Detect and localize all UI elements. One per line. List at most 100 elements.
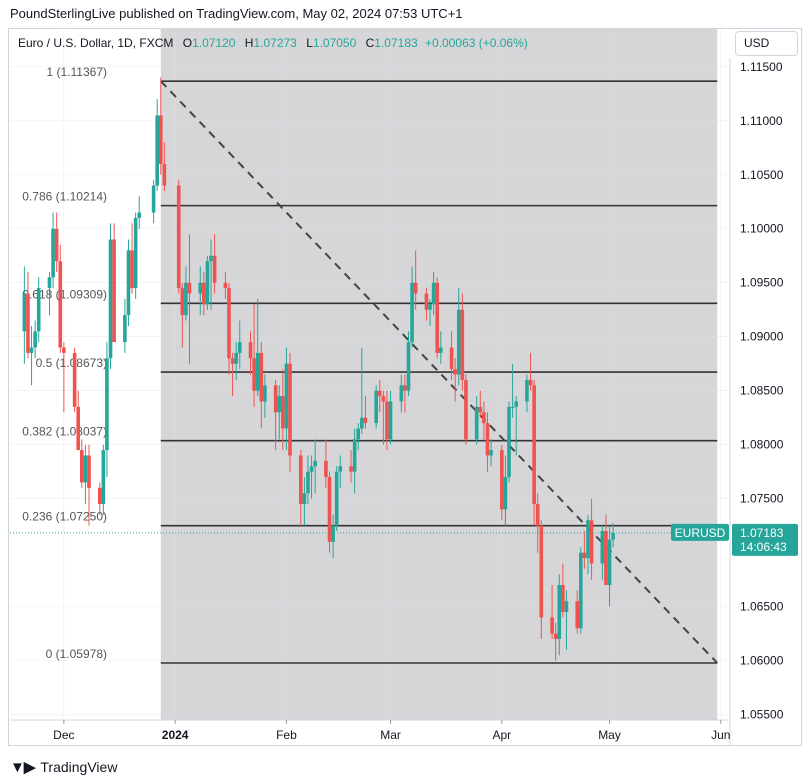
candle-body [507, 406, 511, 478]
symbol-legend: Euro / U.S. Dollar, 1D, FXCM O1.07120 H1… [18, 36, 528, 50]
price-tick-label: 1.08000 [740, 438, 784, 452]
time-tick-label: May [598, 728, 621, 742]
candle-body [281, 396, 285, 429]
candle-body [385, 401, 389, 440]
candle-body [205, 261, 210, 305]
candle-body [607, 539, 612, 586]
candle-body [309, 466, 314, 472]
candle-body [273, 385, 278, 413]
candle-body [431, 282, 436, 305]
candle-body [360, 417, 364, 429]
candle-body [561, 585, 565, 613]
candle-body [87, 455, 91, 488]
candle-body [453, 369, 457, 375]
candle-body [187, 282, 192, 294]
candle-body [62, 347, 66, 353]
chart-frame [8, 28, 802, 746]
candle-body [184, 282, 188, 316]
price-tick-label: 1.06500 [740, 600, 784, 614]
candle-body [237, 342, 242, 353]
candle-body [230, 358, 235, 364]
candle-body [478, 406, 483, 413]
candle-body [435, 282, 440, 353]
price-tick-label: 1.09000 [740, 330, 784, 344]
fib-level-label: 0.5 (1.08673) [36, 356, 107, 370]
candle-body [600, 531, 605, 564]
candle-body [162, 163, 167, 186]
price-tick-label: 1.10000 [740, 222, 784, 236]
candle-body [123, 315, 127, 343]
candle-body [381, 396, 386, 402]
candle-body [227, 288, 231, 359]
fib-level-label: 0.236 (1.07250) [22, 510, 107, 524]
candle-body [263, 385, 267, 402]
candle-body [101, 450, 106, 505]
price-tick-label: 1.11000 [740, 114, 783, 128]
candle-body [54, 228, 59, 262]
low-value: 1.07050 [312, 36, 357, 50]
candle-body [460, 309, 465, 380]
candle-body [428, 304, 432, 310]
candle-body [413, 282, 418, 294]
candle-body [133, 217, 138, 289]
close-label: C [365, 36, 375, 50]
candle-body [449, 347, 454, 370]
fib-shaded-region [160, 29, 718, 720]
candle-body [112, 239, 116, 343]
candle-body [223, 282, 228, 289]
candle-body [248, 342, 253, 359]
price-tick-label: 1.09500 [740, 276, 784, 290]
time-tick-label: Feb [276, 728, 297, 742]
candle-body [500, 450, 504, 510]
symbol-tag-box [671, 523, 729, 541]
candle-body [489, 450, 493, 456]
candle-body [180, 288, 185, 316]
candle-body [604, 531, 608, 586]
candle-body [26, 293, 30, 353]
fib-level-label: 0.382 (1.08037) [22, 425, 107, 439]
candle-body [80, 450, 84, 483]
candle-body [575, 601, 580, 629]
candle-body [349, 466, 353, 472]
candle-body [406, 342, 411, 391]
candle-body [503, 477, 508, 510]
price-tick-label: 1.07500 [740, 492, 784, 506]
candle-body [403, 385, 407, 391]
candle-body [155, 115, 159, 186]
candle-body [36, 288, 41, 332]
close-value: 1.07183 [374, 36, 418, 50]
candle-body [198, 282, 203, 294]
time-tick-label: Apr [492, 728, 511, 742]
candle-body [298, 455, 303, 505]
price-tick-label: 1.10500 [740, 168, 784, 182]
candle-body [97, 487, 102, 505]
time-tick-label: Mar [380, 728, 401, 742]
candle-body [252, 358, 256, 391]
candle-body [277, 396, 282, 413]
brand-name: TradingView [40, 759, 118, 775]
candle-body [485, 423, 490, 456]
candle-body [464, 379, 468, 440]
fib-level-label: 0.786 (1.10214) [22, 190, 107, 204]
price-tag-value: 1.07183 [740, 526, 784, 540]
open-label: O [182, 36, 193, 50]
price-tick-label: 1.08500 [740, 384, 784, 398]
candle-body [363, 417, 368, 424]
price-tick-label: 1.05500 [740, 708, 784, 722]
price-tag-countdown: 14:06:43 [740, 540, 787, 554]
time-tick-label: Dec [53, 728, 74, 742]
candle-body [22, 293, 27, 332]
candle-body [327, 477, 332, 542]
candle-body [611, 532, 615, 540]
candle-body [259, 352, 264, 402]
candle-body [176, 185, 181, 289]
open-value: 1.07120 [192, 36, 236, 50]
candle-body [510, 406, 515, 408]
currency-selector[interactable]: USD [735, 31, 798, 56]
price-tick-label: 1.11500 [740, 60, 783, 74]
candle-body [528, 379, 533, 386]
candle-body [525, 379, 529, 402]
candle-body [72, 352, 77, 407]
candle-body [334, 471, 339, 526]
